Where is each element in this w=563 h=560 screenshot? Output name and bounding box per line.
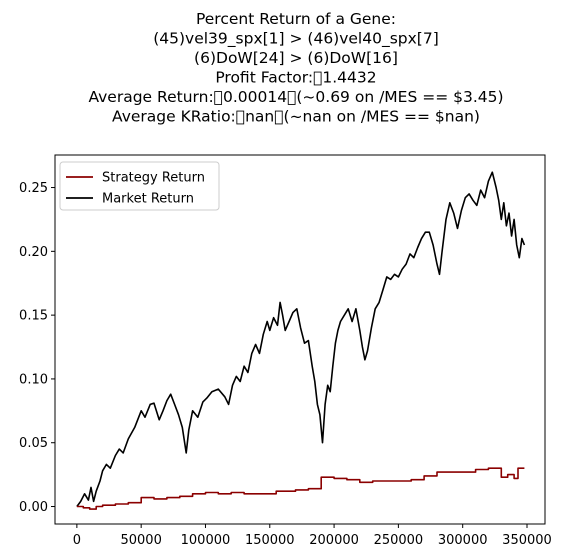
y-tick-label: 0.20 xyxy=(19,245,48,260)
x-tick-label: 250000 xyxy=(374,533,424,548)
plot-series xyxy=(76,171,526,510)
y-tick-label: 0.10 xyxy=(19,372,48,387)
market-return-line xyxy=(76,171,526,507)
title-line: Average Return: 0.00014 (~0.69 on /MES =… xyxy=(88,88,503,106)
y-tick-label: 0.00 xyxy=(19,500,48,515)
title-line: (6)DoW[24] > (6)DoW[16] xyxy=(194,49,398,67)
x-tick-label: 350000 xyxy=(502,533,552,548)
chart-title: Percent Return of a Gene: (45)vel39_spx[1… xyxy=(88,10,503,126)
title-line: Average KRatio: nan (~nan on /MES == $na… xyxy=(112,108,480,126)
x-tick-label: 150000 xyxy=(245,533,295,548)
title-line: (45)vel39_spx[1] > (46)vel40_spx[7] xyxy=(153,30,439,49)
y-axis: 0.00 0.05 0.10 0.15 0.20 0.25 xyxy=(19,181,55,515)
x-tick-label: 100000 xyxy=(181,533,231,548)
title-line: Profit Factor: 1.4432 xyxy=(215,69,376,87)
y-tick-label: 0.25 xyxy=(19,181,48,196)
plot-frame xyxy=(54,154,546,525)
strategy-return-line xyxy=(76,467,525,510)
legend-box xyxy=(59,161,220,211)
x-tick-label: 0 xyxy=(73,533,81,548)
legend-label: Market Return xyxy=(102,192,194,207)
y-tick-label: 0.05 xyxy=(19,436,48,451)
x-tick-label: 300000 xyxy=(438,533,488,548)
x-tick-label: 200000 xyxy=(309,533,359,548)
x-tick-label: 50000 xyxy=(120,533,161,548)
legend-label: Strategy Return xyxy=(102,171,205,186)
x-axis: 0 50000 100000 150000 200000 250000 300000 3500… xyxy=(73,524,552,548)
title-line: Percent Return of a Gene: xyxy=(196,10,396,28)
y-tick-label: 0.15 xyxy=(19,309,48,324)
legend: Strategy Return Market Return xyxy=(59,161,220,211)
